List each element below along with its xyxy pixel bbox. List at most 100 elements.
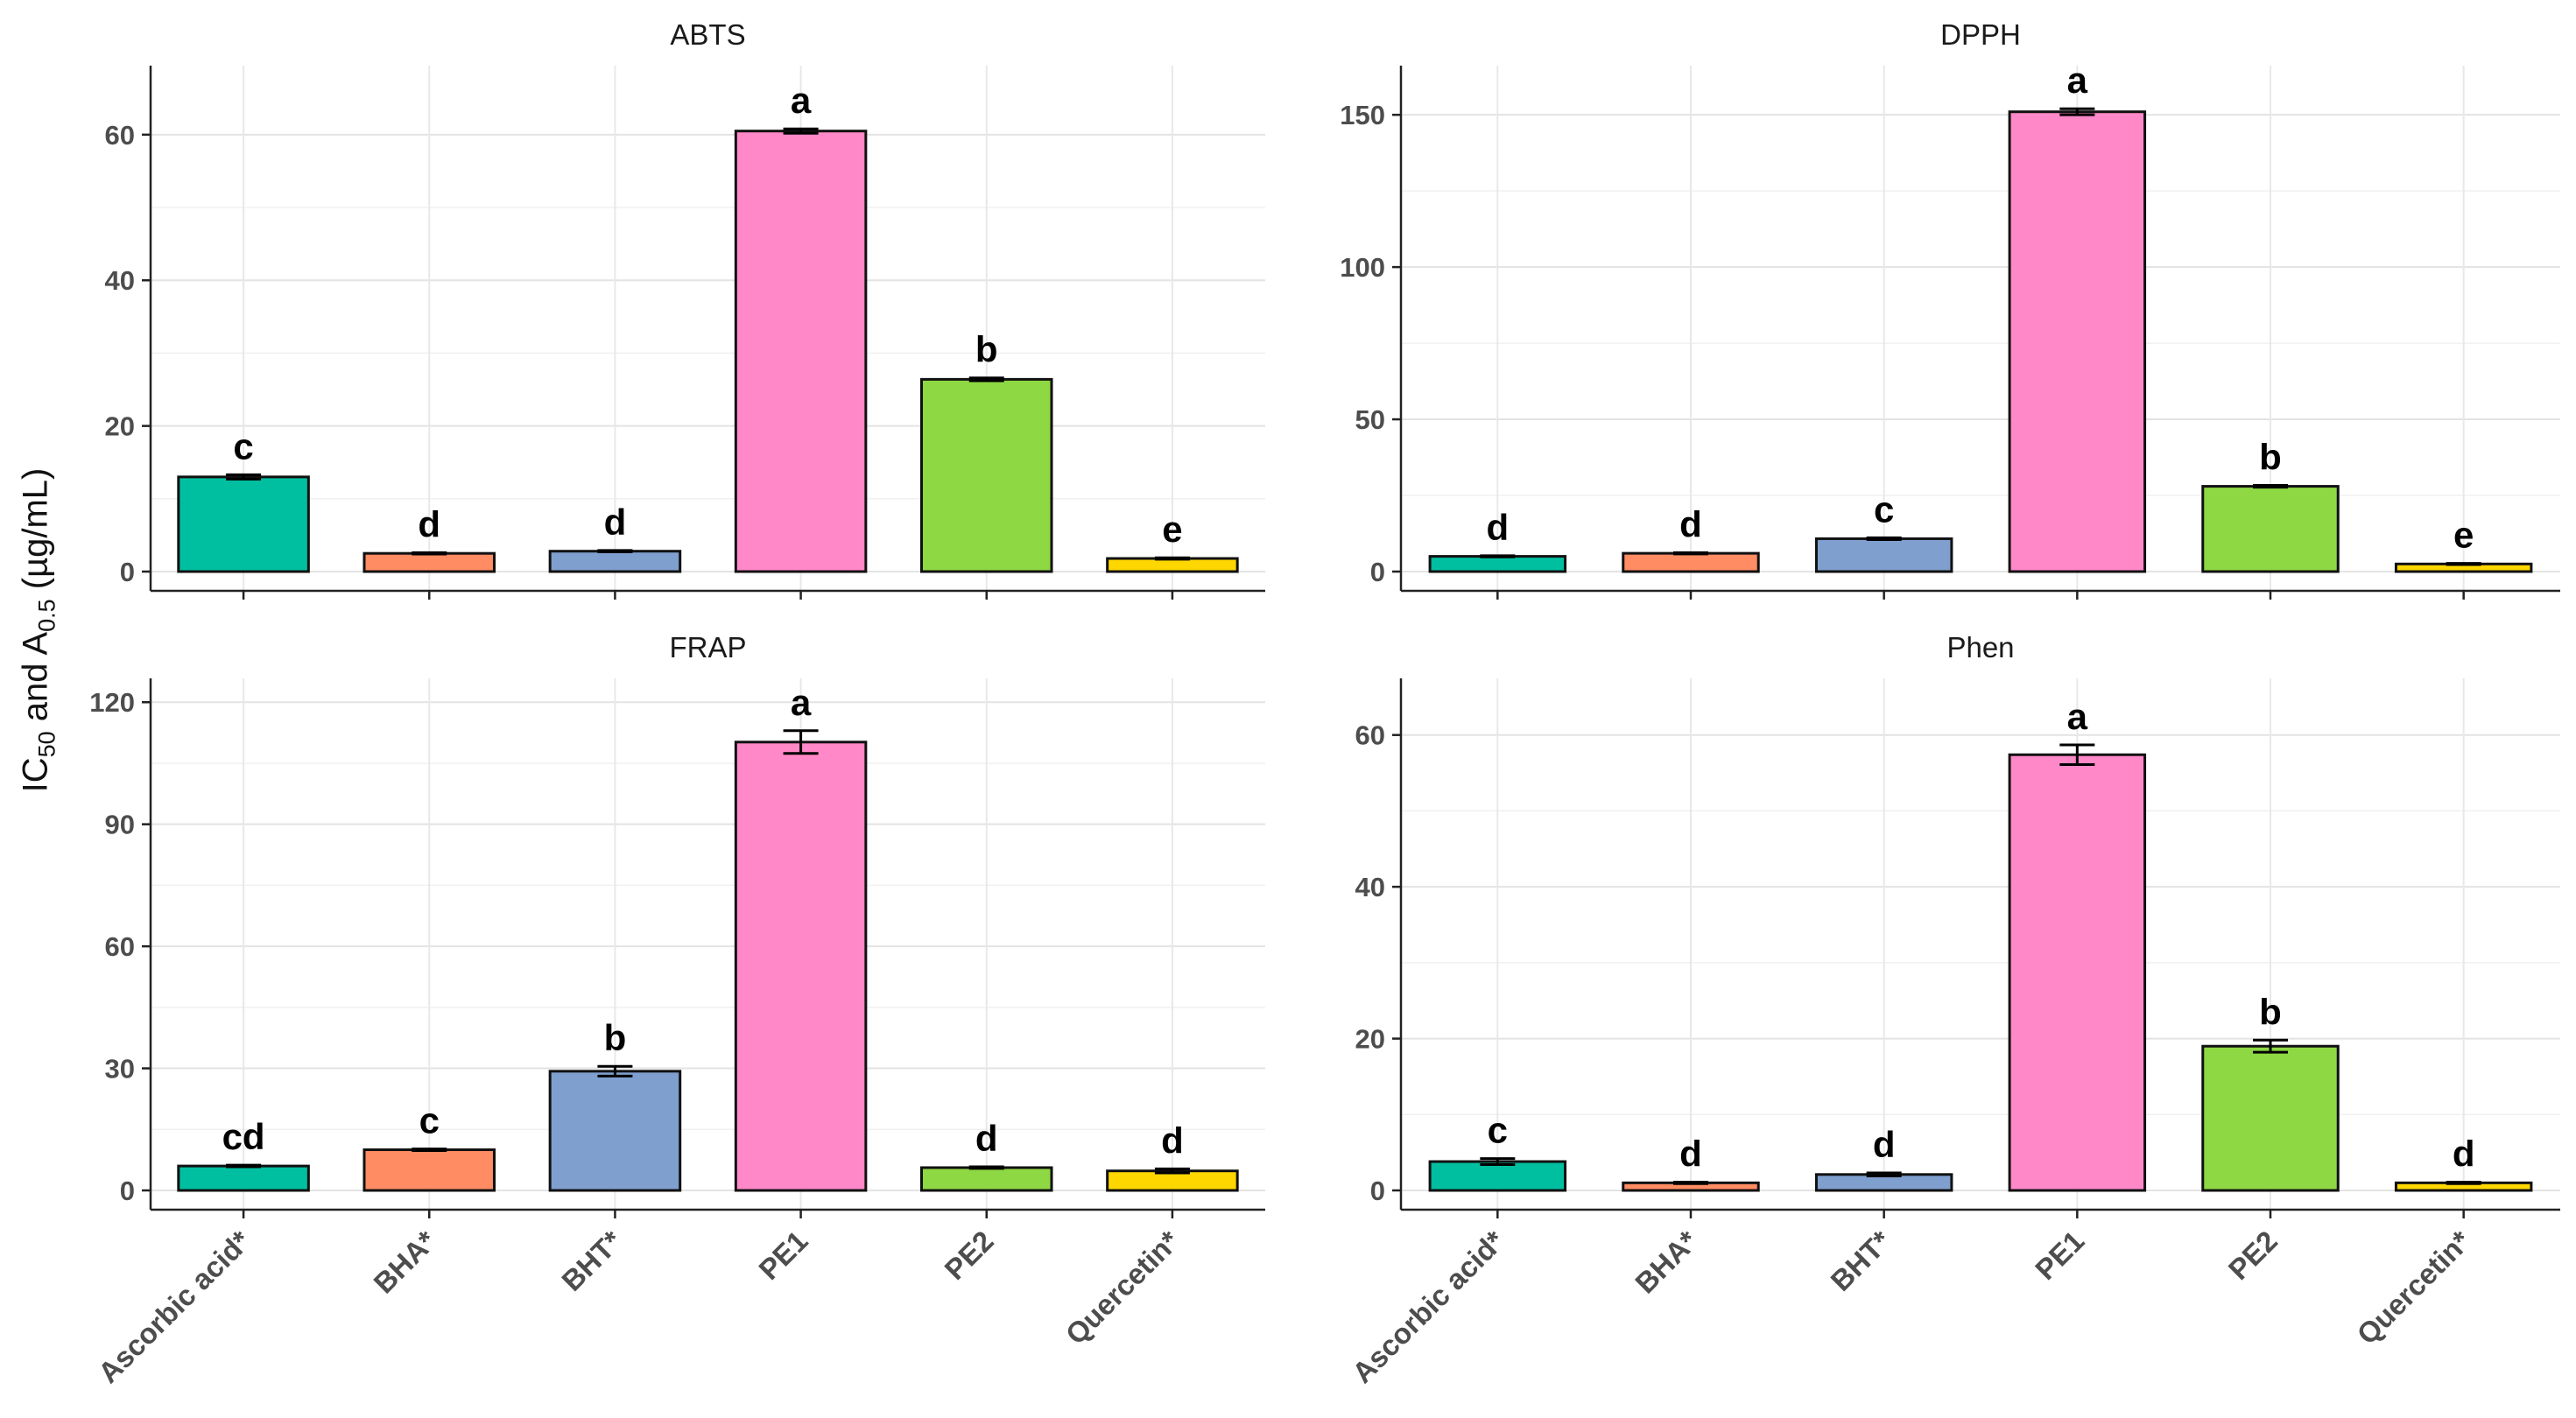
y-tick-label: 40 [1355,872,1385,902]
y-tick-label: 90 [105,810,135,840]
significance-letter: e [1162,509,1182,550]
error-bar [2253,1038,2288,1054]
significance-letter: cd [222,1116,265,1157]
panel-title: FRAP [669,631,746,663]
error-bar [2446,1180,2481,1185]
x-tick-label: PE2 [2222,1225,2284,1286]
panel-title: ABTS [670,18,745,51]
x-tick-label: Ascorbic acid* [92,1225,257,1389]
significance-letter: c [1488,1110,1508,1151]
error-bar [783,729,819,755]
significance-letter: e [2453,515,2474,556]
panel-frap: cd c b a d d 0 30 60 90 120 Ascorbic acid* BHA* BHT* P… [89,631,1265,1389]
y-tick-label: 150 [1340,100,1385,130]
panel-title: DPPH [1940,18,2021,51]
y-tick-label: 50 [1355,404,1385,435]
error-bar [1673,1180,1708,1185]
significance-letter: d [1679,503,1702,544]
error-bar [412,551,447,556]
y-tick-label: 20 [1355,1024,1385,1055]
significance-letter: a [2067,696,2088,737]
y-axis-label-subscript-1: 50 [33,731,60,758]
y-tick-label: 120 [89,687,135,718]
bar-bha [362,1148,496,1192]
significance-letter: c [233,425,253,467]
bar-bht [548,1070,682,1192]
x-tick-label: Ascorbic acid* [1346,1225,1510,1389]
x-tick-label: PE2 [938,1225,999,1286]
error-bar [968,1165,1004,1170]
significance-letter: b [604,1017,627,1058]
error-bar [597,549,633,554]
bar-ascorbic-acid [177,1164,310,1192]
error-bar [968,376,1004,383]
y-tick-label: 60 [1355,720,1385,751]
error-bar [412,1148,447,1152]
bar-bha [1622,551,1760,573]
y-tick-label: 20 [105,411,135,442]
bar-pe2 [2201,485,2340,573]
error-bar [1154,1167,1190,1175]
error-bar [783,127,819,135]
y-tick-label: 100 [1340,252,1385,283]
panel-title: Phen [1946,631,2014,663]
x-tick-label: PE1 [752,1225,813,1286]
bar-pe1 [2008,110,2147,573]
significance-letter: d [418,503,440,544]
x-tick-label: Quercetin* [2350,1225,2476,1351]
y-tick-label: 60 [105,120,135,151]
error-bar [597,1064,633,1078]
significance-letter: a [2067,60,2088,101]
error-bar [2059,743,2095,767]
y-axis-label: IC50 and A0.5 (µg/mL) [17,468,61,793]
significance-letter: a [791,682,812,723]
significance-letter: d [1161,1120,1184,1161]
x-tick-label: BHA* [367,1225,442,1300]
panel-dpph: d d c a b e 0 50 100 150 DPPH [1340,18,2560,600]
significance-letter: d [975,1118,998,1159]
significance-letter: c [1874,488,1894,530]
bar-pe2 [919,1166,1053,1192]
bar-bht [548,550,682,573]
significance-letter: b [2259,437,2282,478]
significance-letter: d [2453,1133,2475,1174]
error-bar [2253,484,2288,489]
y-axis-label-middle: and A [16,631,55,732]
error-bar [1154,556,1190,561]
error-bar [1673,551,1708,556]
error-bar [2446,562,2481,566]
y-axis-label-subscript-2: 0.5 [33,599,60,632]
y-tick-label: 40 [105,265,135,296]
significance-letter: d [1873,1124,1896,1165]
error-bar [226,1163,262,1169]
error-bar [1866,1171,1902,1178]
significance-letter: d [604,502,627,543]
bar-ascorbic-acid [177,475,310,573]
y-tick-label: 0 [1370,557,1385,587]
x-tick-label: Quercetin* [1059,1225,1186,1351]
error-bar [1480,1157,1516,1167]
error-bar [1480,554,1516,558]
y-axis-label-container: IC50 and A0.5 (µg/mL) [12,411,65,849]
bar-pe1 [2008,753,2147,1192]
x-tick-label: PE1 [2029,1225,2090,1286]
bar-bht [1814,537,1953,573]
y-tick-label: 30 [105,1054,135,1085]
error-bar [2059,107,2095,116]
y-tick-label: 0 [1370,1176,1385,1206]
panel-phen: c d d a b d 0 20 40 60 Ascorbic acid* BHA* BHT* PE1 PE… [1346,631,2560,1389]
panel-abts: c d d a b e 0 20 40 60 ABTS [105,18,1265,600]
significance-letter: d [1487,507,1510,548]
bar-bha [362,551,496,573]
y-axis-label-prefix: IC [16,757,55,793]
error-bar [1866,536,1902,541]
significance-letter: b [2259,991,2282,1032]
significance-letter: d [1679,1133,1702,1174]
bar-pe1 [734,741,868,1192]
bar-pe2 [2201,1044,2340,1192]
significance-letter: b [975,329,998,370]
bar-pe1 [734,130,868,573]
x-tick-label: BHA* [1629,1225,1704,1300]
